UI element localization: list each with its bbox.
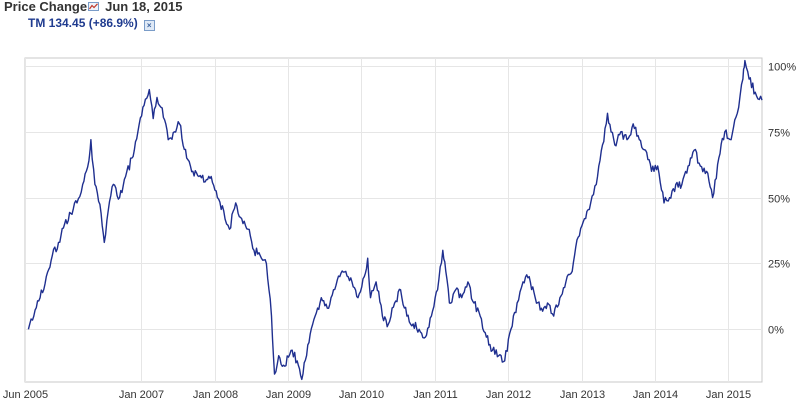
legend-label: TM 134.45 (+86.9%) <box>28 16 138 30</box>
x-tick-label: Jun 2005 <box>3 389 48 401</box>
x-axis: Jun 2005 Jan 2007 Jan 2008 Jan 2009 Jan 2010… <box>3 389 751 401</box>
x-tick-label: Jan 2015 <box>706 389 751 401</box>
series-group <box>27 59 763 381</box>
x-tick-label: Jan 2013 <box>560 389 605 401</box>
y-tick-label: 100% <box>768 62 796 74</box>
line-chart-icon[interactable] <box>88 2 100 11</box>
y-axis: 0% 25% 50% 75% 100% <box>768 62 796 337</box>
series-line-tm <box>27 59 763 381</box>
y-tick-label: 0% <box>768 325 784 337</box>
chart-header: Price Change Jun 18, 2015 TM 134.45 (+86.… <box>0 0 798 40</box>
title-row: Price Change Jun 18, 2015 <box>4 0 182 14</box>
y-tick-label: 50% <box>768 194 790 206</box>
chart-title: Price Change <box>4 0 88 14</box>
chart-date: Jun 18, 2015 <box>105 0 183 14</box>
x-tick-label: Jan 2009 <box>266 389 311 401</box>
x-tick-label: Jan 2010 <box>339 389 384 401</box>
x-tick-label: Jan 2008 <box>193 389 238 401</box>
x-tick-label: Jan 2014 <box>633 389 678 401</box>
x-tick-label: Jan 2007 <box>119 389 164 401</box>
legend-item-tm: TM 134.45 (+86.9%) × <box>28 16 155 31</box>
plot-frame <box>24 57 763 383</box>
close-icon[interactable]: × <box>143 20 155 31</box>
grid <box>24 57 763 383</box>
y-tick-label: 25% <box>768 259 790 271</box>
x-tick-label: Jan 2011 <box>413 389 457 401</box>
y-tick-label: 75% <box>768 128 790 140</box>
x-tick-label: Jan 2012 <box>486 389 531 401</box>
